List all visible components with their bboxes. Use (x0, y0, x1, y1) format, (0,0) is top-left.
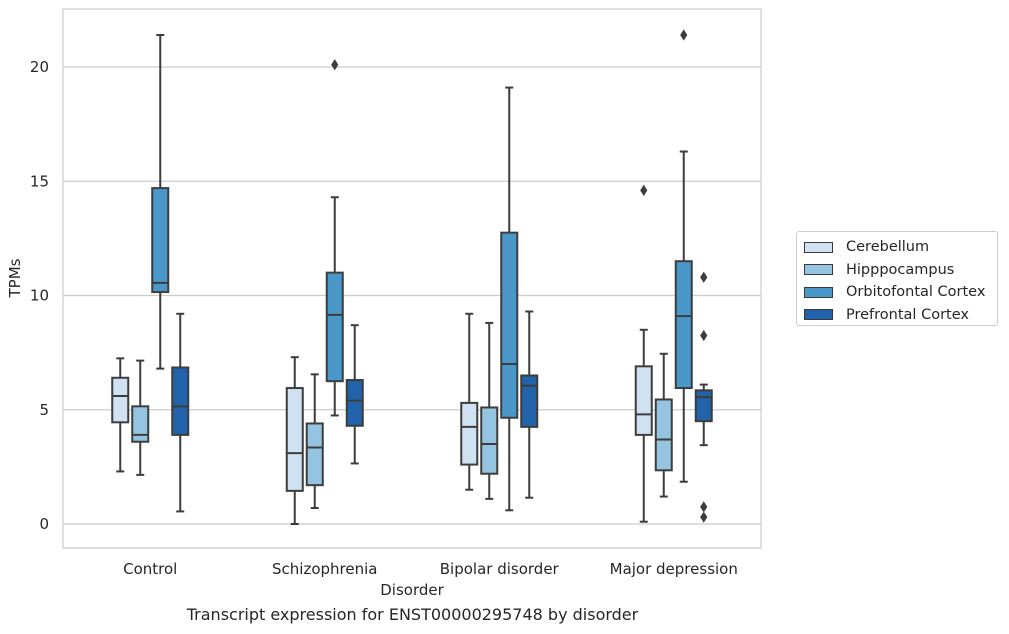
series-hipppocampus (131, 321, 673, 510)
y-tick-label: 20 (30, 58, 49, 76)
iqr-box (111, 376, 130, 424)
iqr-box (634, 365, 653, 436)
iqr-box (674, 260, 693, 390)
x-tick-label: Schizophrenia (272, 560, 377, 578)
legend-item-orbitofrontal-cortex: Orbitofontal Cortex (803, 281, 997, 304)
x-tick-label: Major depression (610, 560, 738, 578)
box-cerebellum-major-depression (634, 184, 653, 523)
legend-swatch-prefrontal-cortex (804, 309, 833, 321)
x-tick-labels: Control Schizophrenia Bipolar disorder Majo… (123, 560, 738, 578)
y-tick-label: 15 (30, 172, 49, 190)
legend-item-hippocampus: Hipppocampus (803, 259, 997, 282)
iqr-box (305, 422, 324, 487)
iqr-box (325, 271, 344, 383)
x-tick-label: Control (123, 560, 177, 578)
box-orbitofontal-cortex-major-depression (674, 29, 693, 483)
box-orbitofontal-cortex-bipolar-disorder (500, 86, 519, 512)
series-cerebellum (111, 184, 653, 525)
series-prefrontal-cortex (171, 271, 713, 523)
iqr-box (654, 398, 673, 472)
box-hipppocampus-bipolar-disorder (480, 321, 499, 500)
outlier-point (640, 184, 648, 197)
legend: Cerebellum Hipppocampus Orbitofontal Cor… (796, 231, 998, 326)
y-tick-label: 10 (30, 287, 49, 305)
y-axis-label: TPMs (6, 258, 24, 298)
outlier-point (700, 271, 708, 283)
figure-caption: Transcript expression for ENST0000029574… (186, 605, 639, 624)
box-cerebellum-control (111, 357, 130, 473)
outlier-point (700, 501, 708, 513)
legend-swatch-hippocampus (804, 264, 833, 276)
box-orbitofontal-cortex-control (151, 34, 170, 370)
box-series (111, 29, 713, 525)
iqr-box (151, 187, 170, 294)
box-hipppocampus-major-depression (654, 352, 673, 498)
iqr-box (131, 405, 150, 443)
legend-label: Prefrontal Cortex (846, 306, 969, 323)
iqr-box (694, 389, 713, 423)
outlier-point (700, 329, 708, 342)
iqr-box (460, 401, 479, 466)
iqr-box (345, 379, 364, 427)
x-axis-label: Disorder (380, 581, 444, 599)
box-cerebellum-schizophrenia (285, 356, 304, 525)
legend-swatch-cerebellum (804, 241, 833, 253)
box-orbitofontal-cortex-schizophrenia (325, 59, 344, 417)
outlier-point (331, 59, 339, 71)
legend-swatch-orbitofrontal-cortex (804, 286, 833, 298)
x-tick-label: Bipolar disorder (440, 560, 560, 578)
legend-label: Cerebellum (846, 239, 930, 256)
outlier-point (680, 29, 688, 41)
box-prefrontal-cortex-bipolar-disorder (520, 310, 539, 499)
box-cerebellum-bipolar-disorder (460, 312, 479, 491)
box-hipppocampus-schizophrenia (305, 373, 324, 510)
y-tick-labels: 0 5 10 15 20 (30, 58, 49, 533)
y-tick-label: 5 (39, 401, 49, 419)
iqr-box (171, 366, 190, 436)
box-prefrontal-cortex-schizophrenia (345, 324, 364, 465)
box-prefrontal-cortex-control (171, 312, 190, 513)
iqr-box (480, 406, 499, 475)
legend-item-prefrontal-cortex: Prefrontal Cortex (803, 304, 997, 327)
series-orbitofontal-cortex (151, 29, 693, 512)
legend-label: Orbitofontal Cortex (846, 284, 986, 301)
iqr-box (500, 231, 519, 419)
box-hipppocampus-control (131, 359, 150, 476)
legend-item-cerebellum: Cerebellum (803, 236, 997, 259)
y-tick-label: 0 (39, 515, 49, 533)
iqr-box (285, 387, 304, 492)
plot-area-frame (62, 8, 762, 549)
iqr-box (520, 374, 539, 428)
outlier-point (700, 511, 708, 523)
legend-label: Hipppocampus (846, 261, 955, 278)
box-prefrontal-cortex-major-depression (694, 271, 713, 523)
